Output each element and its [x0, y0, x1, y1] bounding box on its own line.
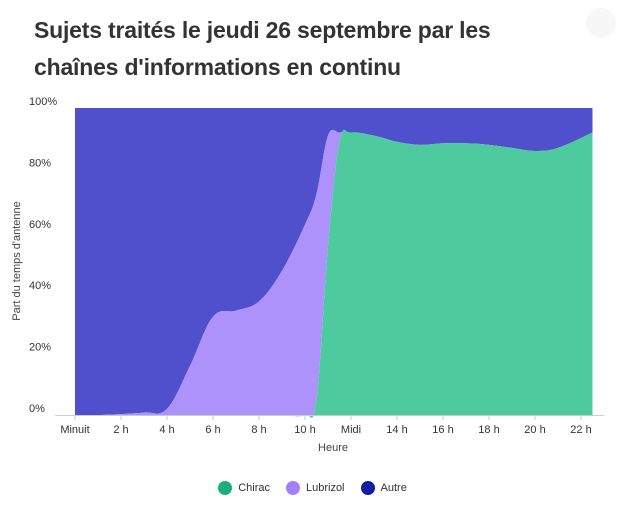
x-tick-label: 22 h [570, 424, 591, 436]
x-tick-label: 18 h [478, 424, 499, 436]
x-tick-label: 20 h [524, 424, 545, 436]
y-tick-label: 20% [29, 342, 51, 354]
x-tick-label: 16 h [432, 424, 453, 436]
corner-button[interactable] [586, 8, 616, 38]
x-axis-label: Heure [318, 442, 348, 454]
series-areas [75, 108, 593, 418]
legend-swatch-chirac [218, 481, 233, 495]
y-axis: 0% 20% 40% 60% 80% 100% [29, 96, 57, 415]
chart-title: Sujets traités le jeudi 26 septembre par… [34, 17, 491, 80]
x-tick-label: 10 h [294, 424, 315, 436]
legend-label-chirac: Chirac [238, 482, 270, 494]
x-tick-label: Midi [341, 424, 361, 436]
legend-swatch-lubrizol [285, 481, 300, 495]
legend: Chirac Lubrizol Autre [0, 478, 625, 498]
x-tick-label: 6 h [205, 424, 220, 436]
y-tick-label: 80% [29, 157, 51, 169]
area-autre [75, 108, 593, 416]
y-tick-label: 60% [29, 219, 51, 231]
legend-label-autre: Autre [380, 482, 407, 494]
legend-item-chirac[interactable]: Chirac [218, 481, 270, 495]
x-tick-label: 14 h [386, 424, 407, 436]
x-tick-label: 4 h [159, 424, 174, 436]
legend-item-autre[interactable]: Autre [360, 481, 407, 495]
area-chirac [75, 129, 593, 418]
y-axis-label: Part du temps d'antenne [11, 201, 23, 321]
x-tick-label: 8 h [251, 424, 266, 436]
legend-swatch-autre [360, 481, 375, 495]
area-lubrizol [75, 129, 593, 418]
y-tick-label: 100% [29, 96, 57, 108]
y-tick-label: 40% [29, 280, 51, 292]
legend-item-lubrizol[interactable]: Lubrizol [285, 481, 345, 495]
legend-label-lubrizol: Lubrizol [305, 482, 345, 494]
y-tick-label: 0% [29, 403, 45, 415]
x-axis: Minuit 2 h 4 h 6 h 8 h 10 h Midi 14 h 16 h 18 h 20… [55, 415, 604, 436]
x-tick-label: 2 h [113, 424, 128, 436]
x-tick-label: Minuit [60, 424, 89, 436]
